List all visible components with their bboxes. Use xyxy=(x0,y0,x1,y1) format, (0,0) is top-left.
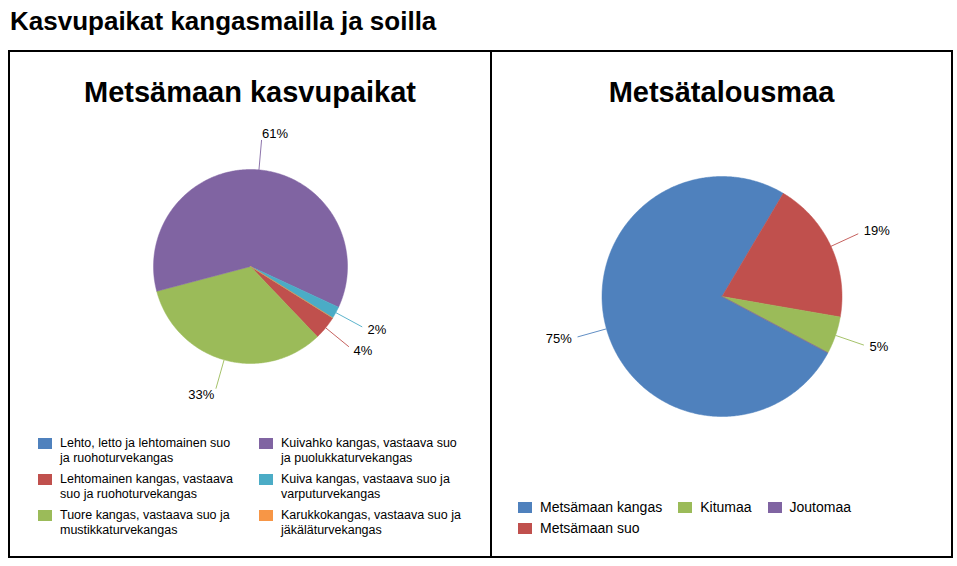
html-text:Kuiva kangas, vastaava suo ja: Kuiva kangas, vastaava suo ja varputurve… xyxy=(281,472,450,501)
svg-text:61%: 61% xyxy=(262,126,288,141)
svg-text:4%: 4% xyxy=(354,343,373,358)
html-text:Metsämaan kangas: Metsämaan kangas xyxy=(540,499,663,515)
svg-text:19%: 19% xyxy=(864,223,890,238)
svg-text:2%: 2% xyxy=(367,322,386,337)
html-text:Lehto, letto ja lehtomainen su: Lehto, letto ja lehtomainen suo ja ruoho… xyxy=(60,436,231,465)
html-text:Tuore kangas, vastaava suo ja: Tuore kangas, vastaava suo ja mustikkatu… xyxy=(60,508,230,537)
svg-text:75%: 75% xyxy=(546,331,572,346)
html-text:Metsämaan suo: Metsämaan suo xyxy=(540,520,640,536)
html-text:Lehtomainen kangas, vastaava s: Lehtomainen kangas, vastaava suo ja ruoh… xyxy=(60,472,233,501)
html-text:Metsätalousmaa: Metsätalousmaa xyxy=(608,76,835,108)
svg-text:5%: 5% xyxy=(870,339,889,354)
html-text:Kitumaa: Kitumaa xyxy=(700,499,752,515)
html-text:Metsämaan kasvupaikat: Metsämaan kasvupaikat xyxy=(84,76,416,108)
html-text:Joutomaa: Joutomaa xyxy=(789,499,851,515)
html-text:Kuivahko kangas, vastaava suo: Kuivahko kangas, vastaava suo ja puolukk… xyxy=(281,436,457,465)
html-text:Kasvupaikat kangasmailla ja so: Kasvupaikat kangasmailla ja soilla xyxy=(10,6,437,36)
svg-text:33%: 33% xyxy=(188,387,214,402)
html-text:Karukkokangas, vastaava suo ja: Karukkokangas, vastaava suo ja jäkälätur… xyxy=(281,508,461,537)
